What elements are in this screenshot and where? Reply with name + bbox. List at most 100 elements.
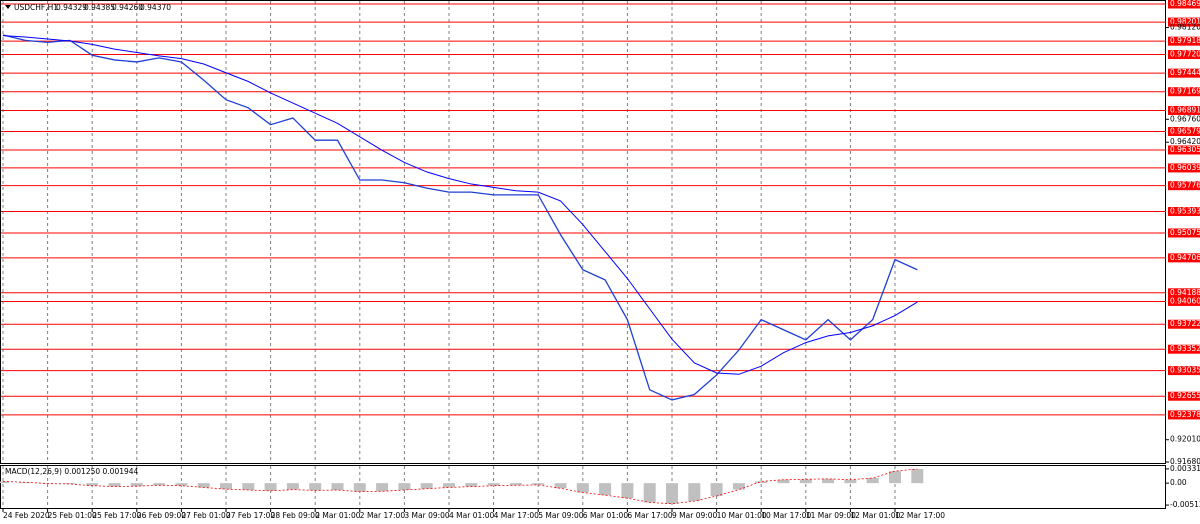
y-tick-label: 0.96420 <box>1170 137 1200 146</box>
x-tick-label: 6 Mar 01:00 <box>583 511 629 520</box>
macd-y-tick-label: 0.003318 <box>1170 464 1200 473</box>
level-label: 0.96891 <box>1170 105 1200 114</box>
level-tag <box>1168 288 1200 298</box>
macd-bar <box>175 483 188 486</box>
macd-bar <box>63 483 76 484</box>
y-tick-label: 0.91680 <box>1170 457 1200 466</box>
ohlc-open: 0.94329 <box>56 3 87 12</box>
macd-bar <box>777 479 790 484</box>
macd-line <box>2 468 918 505</box>
symbol: USDCHF,H1 <box>14 3 58 12</box>
level-label: 0.95393 <box>1170 207 1200 216</box>
level-tag <box>1168 410 1200 420</box>
level-tag <box>1168 127 1200 137</box>
macd-bar <box>264 483 277 491</box>
macd-bar <box>554 483 567 489</box>
level-label: 0.94188 <box>1170 288 1200 297</box>
level-tag <box>1168 344 1200 354</box>
macd-bar <box>799 479 812 484</box>
macd-bar <box>621 483 634 499</box>
macd-title: MACD(12,26,9) 0.001250 0.001944 <box>5 467 139 476</box>
level-tag <box>1168 391 1200 401</box>
level-tag <box>1168 68 1200 78</box>
macd-bar <box>822 478 835 484</box>
x-tick-label: 10 Mar 01:00 <box>717 511 767 520</box>
x-tick-label: 12 Mar 17:00 <box>895 511 945 520</box>
macd-bar <box>599 483 612 496</box>
x-tick-label: 6 Mar 17:00 <box>627 511 673 520</box>
x-tick-label: 9 Mar 09:00 <box>672 511 718 520</box>
x-tick-label: 5 Mar 09:00 <box>538 511 584 520</box>
macd-bar <box>420 483 433 489</box>
macd-bar <box>86 483 99 486</box>
x-tick-label: 26 Feb 09:00 <box>137 511 186 520</box>
macd-bar <box>532 483 545 485</box>
macd-bar <box>398 483 411 490</box>
macd-bar <box>465 483 478 487</box>
macd-bar <box>866 478 879 484</box>
macd-bar <box>443 483 455 488</box>
x-tick-label: 25 Feb 17:00 <box>92 511 141 520</box>
level-label: 0.92378 <box>1170 410 1200 419</box>
macd-bar <box>309 483 322 491</box>
price-line <box>2 34 918 401</box>
macd-bar <box>889 471 901 484</box>
menu-arrow[interactable] <box>5 5 11 9</box>
x-tick-label: 11 Mar 09:00 <box>806 511 856 520</box>
x-tick-label: 28 Feb 09:00 <box>271 511 320 520</box>
level-label: 0.97720 <box>1170 50 1200 59</box>
macd-y-tick-label: -0.005121 <box>1170 500 1200 509</box>
macd-bar <box>710 483 723 496</box>
level-tag <box>1168 36 1200 46</box>
macd-bar <box>509 483 522 486</box>
macd-bar <box>130 483 143 487</box>
main-frame <box>0 0 1166 464</box>
ohlc-close: 0.94370 <box>140 3 171 12</box>
level-label: 0.96039 <box>1170 163 1200 172</box>
y-tick-label: 0.92010 <box>1170 435 1200 444</box>
level-label: 0.98469 <box>1170 0 1200 8</box>
macd-bar <box>220 483 232 490</box>
level-label: 0.92655 <box>1170 391 1200 400</box>
x-tick-label: 4 Mar 17:00 <box>494 511 540 520</box>
x-tick-label: 10 Mar 17:00 <box>761 511 811 520</box>
macd-bar <box>666 483 678 504</box>
macd-bar <box>108 483 121 487</box>
macd-bar <box>153 483 166 486</box>
macd-bar <box>844 479 857 484</box>
macd-bar <box>242 483 255 490</box>
level-label: 0.94060 <box>1170 296 1200 305</box>
ohlc-low: 0.94260 <box>112 3 143 12</box>
x-tick-label: 2 Mar 17:00 <box>360 511 406 520</box>
macd-y-tick-label: 0.00 <box>1170 478 1187 487</box>
x-tick-label: 24 Feb 2020 <box>3 511 50 520</box>
level-tag <box>1168 296 1200 306</box>
level-tag <box>1168 181 1200 191</box>
x-tick-label: 4 Mar 01:00 <box>449 511 495 520</box>
level-tag <box>1168 319 1200 329</box>
level-tag <box>1168 145 1200 155</box>
x-tick-label: 25 Feb 01:00 <box>48 511 97 520</box>
x-tick-label: 3 Mar 09:00 <box>404 511 450 520</box>
level-label: 0.97169 <box>1170 87 1200 96</box>
level-tag <box>1168 163 1200 173</box>
macd-bar <box>732 483 745 490</box>
macd-bar <box>487 483 500 486</box>
macd-bar <box>643 483 656 503</box>
level-label: 0.93035 <box>1170 366 1200 375</box>
level-label: 0.96579 <box>1170 127 1200 136</box>
level-tag <box>1168 228 1200 238</box>
macd-bar <box>576 483 589 493</box>
x-tick-label: 2 Mar 01:00 <box>315 511 361 520</box>
macd-bar <box>286 483 299 490</box>
macd-bar <box>353 483 366 492</box>
level-label: 0.95776 <box>1170 181 1200 190</box>
level-tag <box>1168 366 1200 376</box>
level-tag <box>1168 87 1200 97</box>
level-tag <box>1168 105 1200 115</box>
x-tick-label: 27 Feb 01:00 <box>181 511 230 520</box>
x-tick-label: 12 Mar 01:00 <box>850 511 900 520</box>
level-tag <box>1168 17 1200 27</box>
